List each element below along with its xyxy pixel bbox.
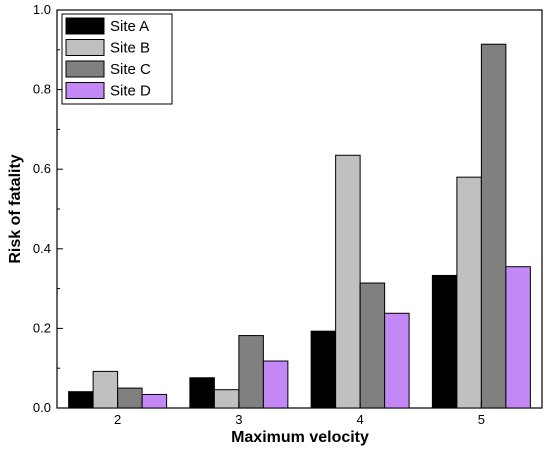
- bar-site-c-5: [480, 43, 507, 409]
- legend: Site A Site B Site C Site D: [61, 13, 173, 105]
- x-axis: 2 3 4 5: [114, 402, 485, 427]
- bar-site-a-4: [310, 330, 337, 409]
- bar-site-b-2: [92, 370, 119, 409]
- bars-group: [68, 43, 531, 409]
- bar-site-b-4: [335, 154, 361, 409]
- legend-label: Site B: [110, 40, 150, 57]
- bar-site-b-5: [456, 176, 482, 409]
- bar-site-d-4: [384, 312, 410, 409]
- legend-label: Site C: [110, 61, 151, 78]
- legend-swatch: [65, 17, 105, 35]
- legend-swatch: [65, 82, 105, 99]
- y-tick-label: 1.0: [33, 2, 51, 17]
- x-tick-label: 5: [478, 412, 485, 427]
- y-tick-label: 0.6: [33, 161, 51, 176]
- bar-site-c-4: [359, 282, 386, 409]
- x-tick-label: 3: [235, 412, 242, 427]
- y-tick-label: 0.2: [33, 320, 51, 335]
- y-tick-label: 0.8: [33, 82, 51, 97]
- y-axis-title: Risk of fatality: [7, 154, 24, 263]
- bar-site-d-3: [262, 360, 289, 409]
- legend-swatch: [65, 60, 105, 78]
- legend-label: Site A: [110, 18, 149, 35]
- bar-site-a-2: [68, 391, 94, 409]
- bar-site-b-3: [213, 389, 240, 409]
- legend-swatch: [65, 39, 105, 56]
- bar-site-c-2: [117, 387, 143, 409]
- y-tick-label: 0.0: [33, 400, 51, 415]
- bar-site-a-5: [431, 274, 458, 409]
- bar-site-a-3: [189, 377, 215, 409]
- x-tick-label: 2: [114, 412, 121, 427]
- bar-site-c-3: [238, 335, 264, 409]
- y-tick-label: 0.4: [33, 241, 51, 256]
- legend-label: Site D: [110, 83, 151, 100]
- bar-site-d-5: [505, 266, 531, 409]
- x-tick-label: 4: [357, 412, 364, 427]
- y-axis: 0.0 0.2 0.4 0.6 0.8 1.0: [33, 2, 63, 415]
- bar-site-d-2: [141, 393, 168, 409]
- x-axis-title: Maximum velocity: [231, 429, 369, 446]
